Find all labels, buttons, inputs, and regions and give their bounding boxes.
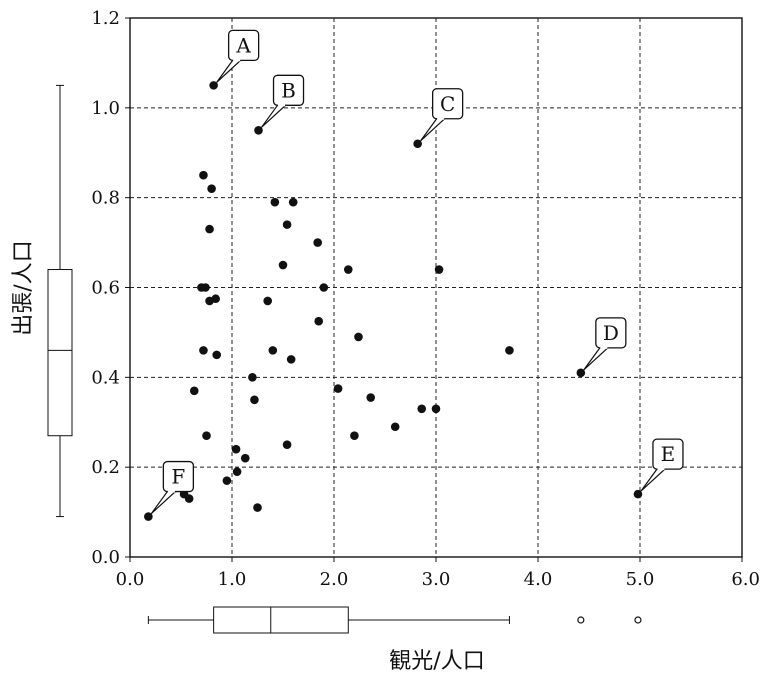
callout-pointer [261, 104, 288, 128]
x-boxplot-box [213, 606, 349, 634]
data-point [354, 332, 363, 342]
data-point [390, 422, 400, 432]
x-tick-labels: 0.0 1.0 2.0 3.0 4.0 5.0 6.0 [116, 557, 760, 590]
data-point [633, 489, 643, 499]
y-tick-label: 1.0 [91, 98, 120, 119]
data-point [286, 355, 296, 364]
callout-pointer [640, 468, 667, 492]
y-tick-labels: 0.0 0.2 0.4 0.6 0.8 1.0 1.2 [91, 8, 130, 568]
data-point [417, 404, 427, 414]
data-point [205, 224, 214, 234]
data-point [314, 316, 324, 326]
callout-pointer [420, 118, 447, 142]
data-point [576, 368, 586, 378]
callout-label: B [281, 78, 296, 102]
data-point [144, 512, 153, 521]
y-tick-label: 0.2 [91, 457, 120, 478]
data-point [278, 260, 288, 270]
x-boxplot-outlier [577, 616, 585, 624]
x-tick-label: 5.0 [626, 569, 655, 590]
data-point [333, 384, 343, 393]
data-point [222, 476, 232, 485]
y-tick-label: 0.8 [91, 188, 120, 209]
callout-pointer [150, 490, 177, 515]
data-point [282, 220, 292, 229]
callout-label: A [235, 33, 251, 57]
data-point [250, 395, 259, 405]
x-tick-label: 6.0 [731, 569, 760, 590]
callout-label: F [171, 465, 185, 489]
data-point [207, 184, 216, 193]
data-point [434, 265, 444, 274]
data-point [253, 503, 262, 512]
data-point [270, 197, 280, 207]
data-points [144, 81, 643, 521]
x-boxplot-outlier [634, 616, 642, 624]
y-tick-label: 1.2 [91, 8, 120, 29]
callout-box [272, 74, 305, 106]
data-point [202, 431, 211, 441]
x-axis-label: 観光/人口 [389, 649, 484, 674]
callout-box [652, 438, 684, 470]
callout-box [227, 29, 260, 62]
x-tick-label: 2.0 [320, 569, 349, 590]
x-tick-label: 3.0 [422, 569, 451, 590]
data-point [240, 453, 250, 463]
callout-box [595, 317, 627, 349]
data-point [201, 283, 210, 292]
data-point [248, 373, 257, 382]
data-point [232, 467, 242, 476]
point-annotations: A B C D E F [150, 29, 684, 515]
data-point [268, 346, 278, 355]
callout-box [431, 88, 464, 120]
data-point [505, 346, 514, 355]
data-point [366, 393, 376, 402]
grid [130, 18, 742, 557]
y-boxplot-box [47, 269, 73, 437]
data-point [288, 197, 298, 207]
data-point [209, 81, 218, 90]
data-point [282, 440, 292, 450]
data-point [413, 139, 422, 149]
y-boxplot [47, 84, 73, 518]
x-boxplot [147, 606, 642, 634]
data-point [319, 283, 329, 292]
data-point [254, 125, 263, 135]
callout-pointer [583, 347, 610, 371]
callout-label: E [661, 442, 676, 466]
data-point [343, 265, 353, 274]
data-point [212, 350, 221, 360]
data-point [184, 494, 194, 503]
y-tick-label: 0.6 [91, 278, 120, 299]
x-tick-label: 4.0 [524, 569, 553, 590]
data-point [211, 294, 220, 304]
data-point [199, 346, 208, 355]
data-point [231, 444, 241, 454]
y-tick-label: 0.4 [91, 367, 120, 388]
data-point [350, 431, 359, 441]
data-point [431, 404, 441, 414]
x-tick-label: 1.0 [218, 569, 247, 590]
y-axis-label: 出張/人口 [11, 240, 36, 335]
data-point [189, 386, 199, 396]
callout-box [162, 460, 195, 493]
data-point [313, 238, 322, 247]
callout-label: D [603, 321, 619, 345]
callout-label: C [440, 92, 455, 116]
x-tick-label: 0.0 [116, 569, 145, 590]
data-point [263, 296, 273, 306]
callout-pointer [216, 59, 243, 83]
y-tick-label: 0.0 [91, 547, 120, 568]
data-point [199, 170, 208, 180]
